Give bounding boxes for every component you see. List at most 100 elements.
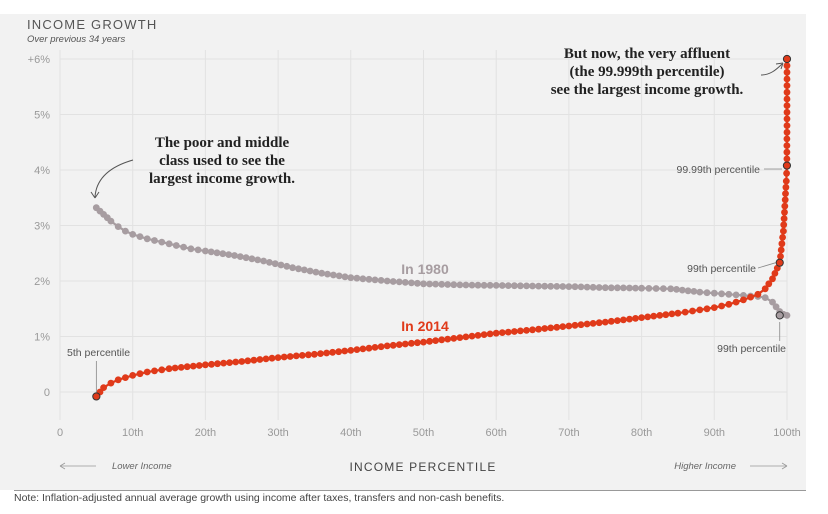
- annotation-arrow-right: [760, 63, 783, 76]
- label-5th-percentile: 5th percentile: [67, 347, 130, 359]
- series-point: [681, 308, 689, 316]
- highlight-marker: [92, 392, 101, 401]
- annotation-arrowhead-right: [775, 62, 784, 70]
- series-point: [256, 356, 264, 363]
- series-point: [462, 333, 470, 341]
- series-point: [292, 352, 300, 360]
- series-point: [710, 289, 718, 297]
- series-point: [783, 62, 791, 70]
- series-point: [673, 286, 680, 293]
- series-point: [718, 302, 725, 310]
- series-point: [771, 270, 779, 277]
- series-point: [783, 75, 791, 83]
- x-tick-label: 10th: [122, 427, 143, 439]
- annotation-poor-middle: class used to see the: [159, 153, 285, 169]
- series-point: [783, 169, 790, 177]
- series-point: [114, 223, 122, 231]
- series-point: [523, 282, 530, 290]
- series-point: [383, 342, 391, 350]
- series-point: [289, 264, 296, 272]
- series-point: [772, 303, 780, 311]
- series-point: [444, 281, 452, 288]
- x-tick-label: 0: [57, 427, 63, 439]
- series-point: [779, 234, 786, 241]
- series-point: [268, 354, 276, 362]
- series-point: [329, 348, 336, 356]
- series-point: [365, 275, 373, 283]
- series-point: [583, 283, 591, 291]
- series-point: [511, 282, 518, 290]
- series-point: [614, 284, 621, 292]
- series-point: [219, 250, 227, 258]
- series-point: [783, 135, 791, 143]
- series-point: [645, 285, 653, 292]
- series-point: [783, 108, 791, 116]
- series-point: [674, 309, 682, 317]
- series-point: [783, 128, 791, 136]
- series-point: [486, 281, 494, 289]
- series-point: [254, 256, 262, 264]
- series-point: [151, 237, 158, 244]
- series-point: [107, 217, 115, 225]
- series-point: [781, 202, 789, 210]
- series-point: [589, 320, 597, 327]
- series-point: [136, 233, 144, 241]
- series-point: [517, 282, 524, 290]
- series-point: [547, 282, 555, 290]
- series-point: [438, 336, 446, 344]
- series-point: [426, 280, 433, 288]
- series-point: [783, 312, 791, 319]
- series-point: [401, 279, 409, 286]
- series-point: [414, 339, 421, 347]
- plot-background: [0, 14, 806, 490]
- series-point: [260, 257, 267, 265]
- series-point: [347, 274, 355, 282]
- series-point: [583, 320, 591, 328]
- series-label-1980: In 1980: [401, 261, 449, 277]
- series-point: [408, 279, 415, 287]
- chart-title: INCOME GROWTH: [27, 17, 158, 32]
- series-point: [371, 344, 379, 351]
- series-point: [710, 304, 718, 311]
- x-tick-label: 70th: [558, 427, 579, 439]
- series-point: [353, 346, 361, 353]
- series-point: [432, 280, 439, 288]
- series-point: [298, 352, 306, 359]
- series-point: [271, 260, 279, 268]
- series-point: [732, 298, 740, 306]
- series-point: [589, 283, 597, 291]
- series-point: [668, 310, 676, 318]
- series-point: [620, 284, 627, 292]
- series-point: [696, 306, 704, 314]
- series-point: [492, 282, 500, 289]
- series-point: [607, 317, 615, 325]
- series-point: [780, 221, 788, 229]
- series-point: [638, 284, 645, 292]
- highlight-marker: [782, 161, 792, 170]
- series-point: [238, 358, 246, 365]
- y-tick-label: 2%: [34, 276, 50, 288]
- series-point: [226, 359, 234, 366]
- series-point: [783, 68, 791, 76]
- series-point: [601, 318, 609, 326]
- series-point: [565, 322, 573, 330]
- series-point: [365, 344, 373, 352]
- series-point: [660, 285, 667, 292]
- series-point: [662, 311, 670, 319]
- y-tick-label: 3%: [34, 221, 50, 233]
- series-point: [318, 269, 326, 277]
- x-tick-label: 30th: [267, 427, 288, 439]
- series-point: [718, 290, 725, 298]
- series-point: [644, 313, 652, 321]
- series-point: [754, 290, 762, 298]
- series-point: [778, 240, 786, 248]
- series-point: [535, 325, 542, 333]
- series-line-2014: [95, 58, 789, 398]
- series-point: [180, 243, 188, 251]
- series-point: [559, 323, 567, 330]
- series-point: [769, 298, 776, 306]
- series-point: [468, 281, 476, 289]
- higher-income-hint: Higher Income: [674, 461, 736, 472]
- series-point: [122, 227, 129, 235]
- label-99th-2014: 99th percentile: [687, 263, 756, 275]
